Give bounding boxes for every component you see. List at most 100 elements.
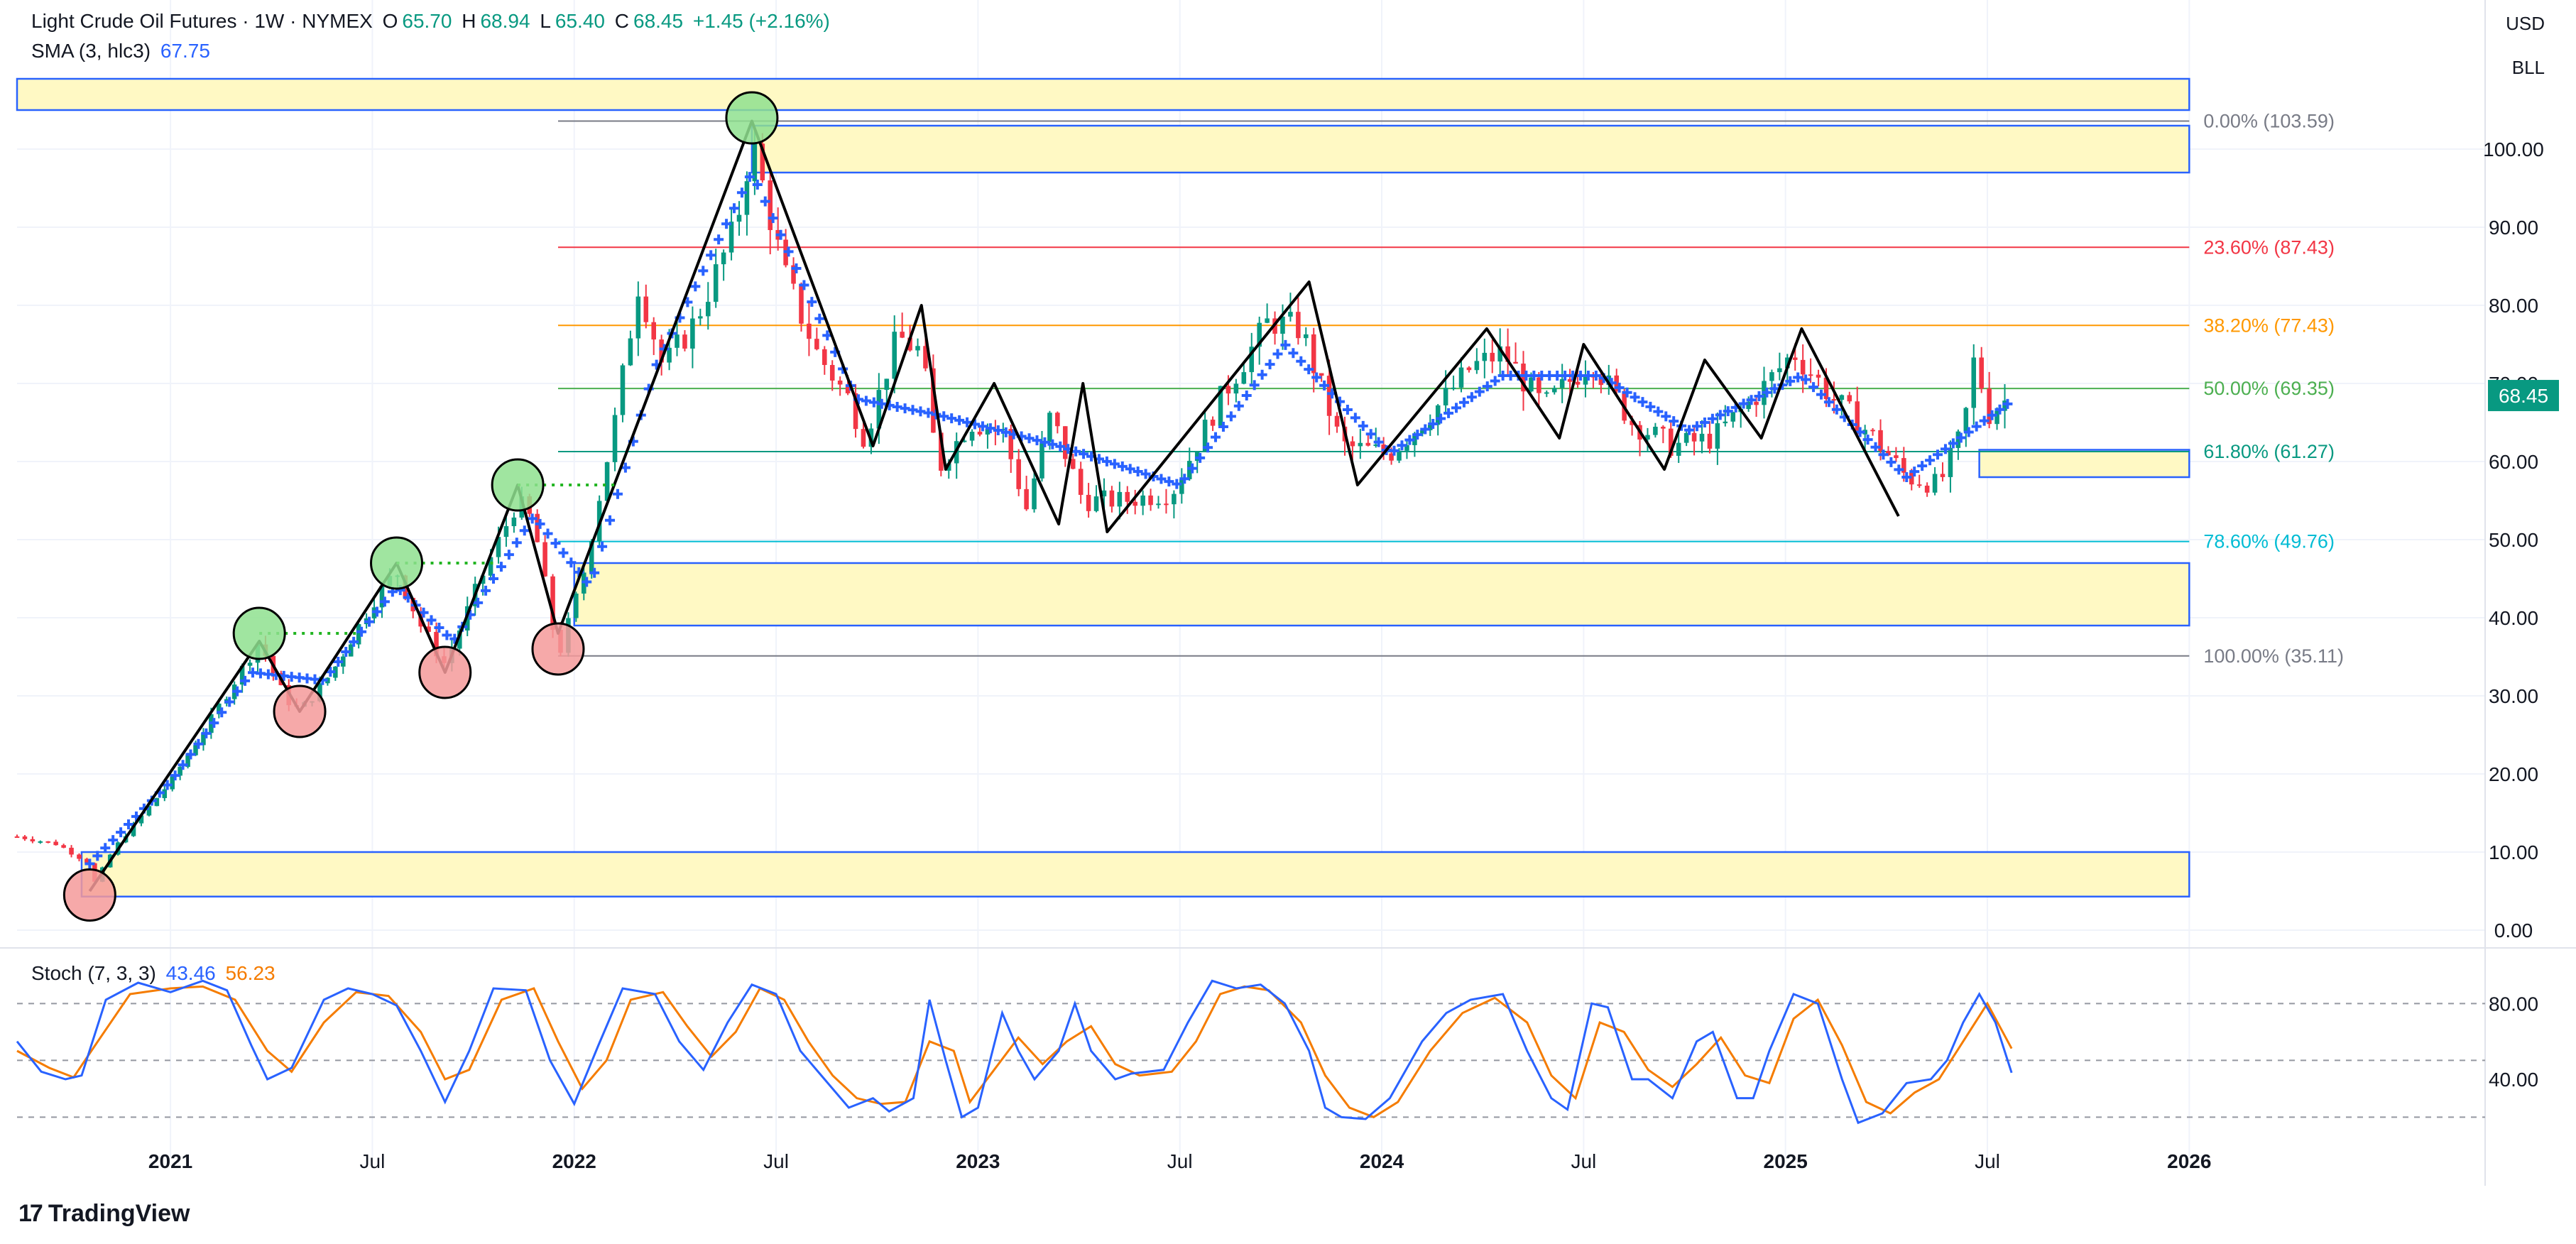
- sma-cross-marker: [1823, 397, 1834, 408]
- candle-body: [1683, 432, 1689, 443]
- sma-cross-marker: [729, 203, 739, 214]
- sma-cross-marker: [612, 489, 623, 499]
- sma-cross-marker: [1622, 387, 1632, 398]
- fib-level-label: 61.80% (61.27): [2203, 441, 2335, 462]
- supply-demand-zones: [16, 77, 2190, 897]
- candle-body: [1241, 372, 1247, 384]
- sma-value: 67.75: [160, 40, 210, 62]
- low-value: L 65.40: [540, 10, 605, 32]
- candle-body: [915, 346, 920, 351]
- candle-body: [1855, 401, 1860, 435]
- price-tick-label: 30.00: [2489, 685, 2538, 707]
- stoch-k-value: 43.46: [165, 962, 216, 984]
- high-value: H 68.94: [462, 10, 530, 32]
- price-tick-label: 60.00: [2489, 451, 2538, 473]
- sma-cross-marker: [1125, 464, 1135, 474]
- sma-cross-marker: [519, 525, 530, 536]
- candle-body: [178, 767, 182, 776]
- candle-body: [1296, 312, 1301, 339]
- candle-body: [1233, 383, 1239, 394]
- candle-body: [1334, 415, 1340, 427]
- candle-body: [1435, 405, 1441, 425]
- sma-cross-marker: [178, 760, 188, 770]
- candle-body: [1932, 474, 1938, 493]
- candle-body: [1101, 490, 1107, 497]
- fib-level-label: 100.00% (35.11): [2203, 645, 2344, 667]
- sma-cross-marker: [1397, 440, 1407, 451]
- tradingview-logo[interactable]: 17 TradingView: [18, 1200, 190, 1228]
- sma-cross-marker: [993, 425, 1003, 435]
- sma-cross-marker: [799, 280, 809, 290]
- sma-cross-marker: [1055, 441, 1066, 452]
- fib-level-label: 23.60% (87.43): [2203, 236, 2335, 258]
- sma-cross-marker: [1458, 397, 1469, 408]
- candle-body: [1443, 388, 1448, 405]
- candle-body: [1373, 444, 1378, 447]
- low-label: L: [540, 10, 551, 32]
- candle-body: [1125, 491, 1130, 502]
- sma-cross-marker: [736, 187, 747, 198]
- candle-body: [217, 703, 222, 714]
- candle-body: [675, 334, 680, 348]
- sma-cross-marker: [868, 397, 879, 408]
- candle-body: [1544, 392, 1549, 394]
- candle-body: [1482, 352, 1488, 361]
- zigzag-line: [88, 119, 1900, 893]
- candle-body: [822, 349, 827, 366]
- candle-body: [138, 815, 144, 824]
- price-tick-label: 20.00: [2489, 763, 2538, 785]
- time-tick-label: 2026: [2167, 1150, 2211, 1172]
- sma-cross-marker: [1265, 359, 1275, 370]
- sma-cross-marker: [100, 843, 111, 853]
- candle-body: [837, 380, 843, 385]
- candle-body: [1668, 428, 1674, 456]
- sma-legend[interactable]: SMA (3, hlc3) 67.75: [31, 40, 214, 62]
- candle-body: [721, 252, 726, 265]
- candle-body: [535, 513, 540, 542]
- candle-body: [1047, 413, 1052, 442]
- sma-cross-marker: [1032, 435, 1042, 446]
- candle-body: [853, 393, 858, 430]
- candle-body: [1971, 357, 1977, 408]
- price-axis: 0.0010.0020.0030.0040.0050.0060.0070.008…: [2483, 138, 2544, 942]
- price-tick-label: 10.00: [2489, 841, 2538, 863]
- candle-body: [682, 334, 687, 349]
- sma-cross-marker: [1801, 374, 1811, 385]
- candle-body: [2002, 400, 2007, 411]
- currency-button[interactable]: USD: [2506, 13, 2545, 34]
- candle-body: [892, 332, 897, 379]
- high-label: H: [462, 10, 476, 32]
- price-tick-label: 80.00: [2489, 295, 2538, 317]
- candle-body: [1474, 361, 1480, 371]
- candle-body: [1265, 318, 1270, 323]
- candle-body: [1886, 450, 1891, 456]
- candle-body: [690, 318, 695, 349]
- scale-button[interactable]: BLL: [2511, 57, 2545, 78]
- sma-cross-marker: [807, 297, 817, 307]
- sma-cross-marker: [1272, 349, 1283, 359]
- candle-body: [861, 429, 866, 447]
- sma-cross-marker: [1233, 400, 1244, 411]
- candle-body: [1661, 426, 1666, 429]
- sma-cross-marker: [1466, 392, 1477, 403]
- sma-cross-marker: [185, 749, 196, 760]
- time-tick-label: 2023: [956, 1150, 1000, 1172]
- price-tick-label: 100.00: [2483, 138, 2544, 160]
- time-tick-label: 2021: [148, 1150, 192, 1172]
- candle-body: [1987, 388, 1992, 425]
- sma-cross-marker: [1436, 413, 1446, 424]
- pivot-high-marker: [491, 458, 545, 512]
- sma-cross-marker: [116, 827, 126, 838]
- candle-body: [1063, 426, 1068, 459]
- symbol-legend[interactable]: Light Crude Oil Futures · 1W · NYMEX O 65…: [31, 10, 834, 33]
- sma-cross-marker: [1637, 397, 1648, 408]
- candle-body: [1559, 379, 1565, 388]
- candle-body: [1754, 401, 1759, 405]
- candle-body: [1280, 316, 1285, 334]
- sma-cross-marker: [1280, 339, 1291, 350]
- sma-cross-marker: [1653, 406, 1664, 417]
- sma-cross-marker: [1878, 449, 1889, 460]
- stoch-legend[interactable]: Stoch (7, 3, 3) 43.46 56.23: [31, 962, 280, 985]
